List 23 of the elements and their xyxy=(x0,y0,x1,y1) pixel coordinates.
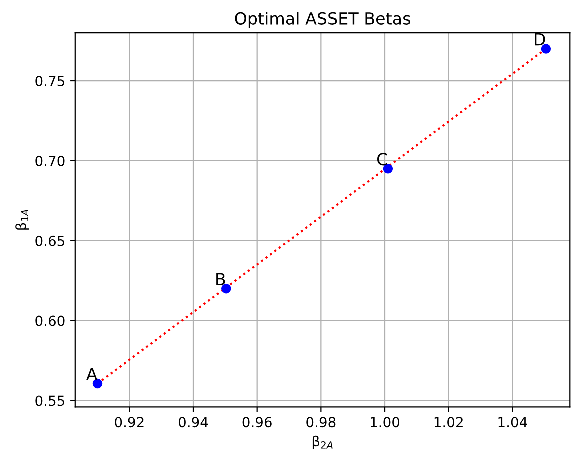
y-tick-label: 0.60 xyxy=(36,316,65,326)
y-tick-label: 0.65 xyxy=(36,236,64,246)
annotation: C xyxy=(378,153,388,166)
point xyxy=(383,164,394,174)
y-tick-label: 0.75 xyxy=(36,76,64,86)
x-tick-label: 1.00 xyxy=(371,417,400,428)
chart-title: Optimal ASSET Betas xyxy=(235,12,410,28)
annotation: D xyxy=(535,33,546,46)
x-tick-label: 0.98 xyxy=(306,417,336,428)
x-axis-title: β$_{2A}$ xyxy=(312,436,333,450)
point xyxy=(92,378,103,389)
y-axis-title: β$_{1A}$ xyxy=(16,210,30,230)
point xyxy=(541,44,552,54)
x-tick-label: 1.02 xyxy=(434,417,463,428)
annotation: A xyxy=(86,368,98,380)
x-tick-label: 0.92 xyxy=(115,417,144,428)
y-tick-label: 0.55 xyxy=(36,396,64,406)
x-tick-label: 0.96 xyxy=(242,417,272,428)
y-tick-label: 0.70 xyxy=(36,156,65,166)
point xyxy=(222,284,232,294)
annotation: B xyxy=(216,273,226,286)
x-tick-label: 1.04 xyxy=(498,417,528,428)
x-tick-label: 0.94 xyxy=(178,417,208,428)
